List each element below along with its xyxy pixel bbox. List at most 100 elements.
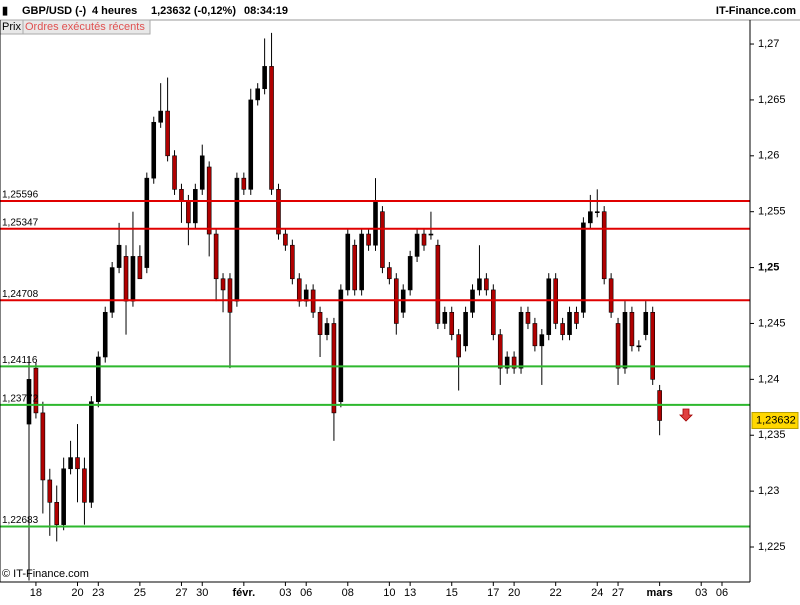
x-tick-label: 17 xyxy=(487,587,499,599)
candle-body xyxy=(40,412,46,481)
candle-body xyxy=(68,457,73,470)
candle-body xyxy=(636,345,642,348)
candle-body xyxy=(539,334,545,347)
candle-body xyxy=(317,311,323,335)
candle-body xyxy=(255,88,260,101)
time: 08:34:19 xyxy=(244,5,288,17)
candle-body xyxy=(109,267,115,313)
plot-area xyxy=(0,32,750,581)
candle-body xyxy=(594,211,600,213)
level-label: 1,25347 xyxy=(2,217,39,228)
y-tick-label: 1,24 xyxy=(758,373,779,385)
candle-body xyxy=(463,311,468,347)
candle-body xyxy=(608,278,614,313)
candle-body xyxy=(435,244,441,324)
candle-body xyxy=(650,311,656,380)
candle-body xyxy=(414,233,420,257)
x-tick-label: févr. xyxy=(233,587,256,599)
x-tick-label: 27 xyxy=(612,587,624,599)
candle-body xyxy=(387,267,392,280)
instrument: GBP/USD (-) xyxy=(22,5,87,17)
x-tick-label: mars xyxy=(646,587,672,599)
candle-body xyxy=(380,211,385,268)
y-tick-label: 1,235 xyxy=(758,429,786,441)
candle-body xyxy=(89,401,94,503)
candle-body xyxy=(477,278,482,291)
candle-body xyxy=(33,367,39,414)
x-tick-label: 27 xyxy=(175,587,187,599)
x-tick-label: 20 xyxy=(508,587,520,599)
candle-body xyxy=(428,233,434,236)
x-tick-label: 10 xyxy=(383,587,395,599)
candle-body xyxy=(248,99,254,190)
tab-label[interactable]: Ordres exécutés récents xyxy=(25,21,145,33)
y-tick-label: 1,245 xyxy=(758,317,786,329)
candle-body xyxy=(213,233,219,280)
x-tick-label: 18 xyxy=(30,587,42,599)
last-price-box xyxy=(751,411,799,429)
x-tick-label: 08 xyxy=(342,587,354,599)
x-tick-label: 24 xyxy=(591,587,603,599)
level-label: 1,24708 xyxy=(2,289,39,300)
candle-body xyxy=(518,311,524,369)
candle-body xyxy=(172,155,177,190)
candle-body xyxy=(629,311,635,347)
candle-body xyxy=(421,233,427,246)
last-price-label: 1,23632 xyxy=(756,414,796,426)
y-tick-label: 1,23 xyxy=(758,485,779,497)
candle-body xyxy=(220,278,226,291)
x-tick-label: 25 xyxy=(134,587,146,599)
tab[interactable] xyxy=(22,19,151,35)
candle-body xyxy=(54,502,60,525)
candle-body xyxy=(75,457,80,470)
y-tick-label: 1,26 xyxy=(758,150,779,162)
candle-body xyxy=(193,189,198,224)
candle-body xyxy=(137,256,143,280)
candle-body xyxy=(165,110,170,157)
copyright: © IT-Finance.com xyxy=(2,568,89,580)
candle-body xyxy=(102,311,108,358)
candle-body xyxy=(373,200,378,246)
candle-body xyxy=(269,66,274,190)
candle-body xyxy=(290,244,295,280)
candle-body xyxy=(622,311,628,369)
candle-body xyxy=(567,311,572,335)
last-quote: 1,23632 (-0,12%) xyxy=(151,5,236,17)
candle-body xyxy=(234,177,240,302)
candle-body xyxy=(511,356,517,369)
candle-body xyxy=(560,323,565,335)
candle-body xyxy=(199,155,205,190)
candle-body xyxy=(116,244,122,268)
candle-body xyxy=(345,233,351,291)
candle-body xyxy=(331,323,337,414)
candle-body xyxy=(283,233,288,246)
price-icon: ▮ xyxy=(2,5,8,17)
candle-body xyxy=(491,289,496,335)
x-tick-label: 30 xyxy=(196,587,208,599)
level-label: 1,22683 xyxy=(2,515,39,526)
candle-body xyxy=(352,244,358,291)
x-tick-label: 13 xyxy=(404,587,416,599)
x-tick-label: 23 xyxy=(92,587,104,599)
y-tick-label: 1,255 xyxy=(758,206,786,218)
candle-body xyxy=(546,278,552,335)
level-label: 1,24116 xyxy=(2,355,38,366)
candle-body xyxy=(504,356,510,369)
candle-body xyxy=(581,222,586,313)
candle-body xyxy=(497,334,503,369)
candle-body xyxy=(47,479,53,503)
source: IT-Finance.com xyxy=(716,5,796,17)
tab-label[interactable]: Prix xyxy=(2,21,21,33)
candle-body xyxy=(158,110,163,123)
candle-body xyxy=(241,177,247,190)
x-tick-label: 03 xyxy=(279,587,291,599)
candle-body xyxy=(574,311,579,324)
candle-body xyxy=(179,189,184,201)
x-tick-label: 20 xyxy=(71,587,83,599)
candle-body xyxy=(449,311,455,335)
candle-body xyxy=(359,233,364,291)
candle-body xyxy=(407,256,413,291)
candle-body xyxy=(186,200,191,224)
